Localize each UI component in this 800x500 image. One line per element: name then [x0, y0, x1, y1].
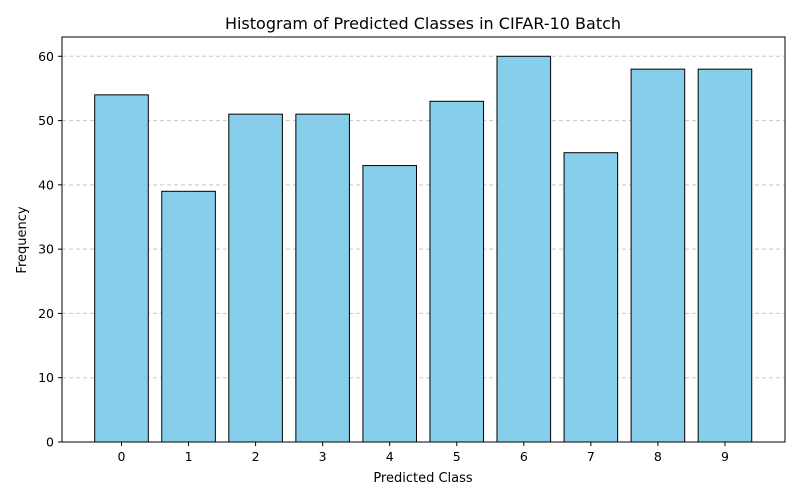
x-tick-label: 7 — [587, 449, 595, 464]
y-tick-label: 10 — [38, 370, 54, 385]
y-tick-label: 20 — [38, 306, 54, 321]
x-tick-label: 6 — [520, 449, 528, 464]
y-tick-label: 50 — [38, 113, 54, 128]
bar-class-0 — [94, 94, 149, 443]
bar-class-5 — [429, 100, 485, 443]
bar-class-4 — [362, 165, 417, 443]
x-tick-label: 5 — [453, 449, 461, 464]
x-tick-label: 4 — [386, 449, 394, 464]
plot-frame — [61, 36, 786, 443]
y-tick-label: 40 — [38, 177, 54, 192]
y-axis-ticks: 0 10 20 30 40 50 60 — [38, 49, 62, 450]
y-tick-label: 30 — [38, 242, 54, 257]
bar-class-2 — [228, 113, 283, 443]
y-tick-label: 60 — [38, 49, 54, 64]
x-tick-label: 0 — [118, 449, 126, 464]
x-tick-label: 3 — [319, 449, 327, 464]
bar-class-6 — [496, 55, 552, 443]
chart-title: Histogram of Predicted Classes in CIFAR-… — [225, 14, 621, 33]
y-axis-label: Frequency — [15, 206, 30, 273]
x-tick-label: 9 — [721, 449, 729, 464]
y-tick-label: 0 — [46, 435, 54, 450]
bar-class-3 — [295, 113, 350, 443]
x-axis-ticks: 0 1 2 3 4 5 6 7 8 9 — [118, 442, 729, 464]
x-tick-label: 1 — [185, 449, 193, 464]
x-axis-label: Predicted Class — [373, 471, 473, 486]
bar-class-7 — [563, 152, 619, 443]
x-tick-label: 8 — [654, 449, 662, 464]
bar-class-9 — [697, 68, 753, 443]
bar-class-1 — [161, 190, 216, 443]
bar-class-8 — [630, 68, 686, 443]
x-tick-label: 2 — [252, 449, 260, 464]
bars-group — [94, 55, 753, 443]
